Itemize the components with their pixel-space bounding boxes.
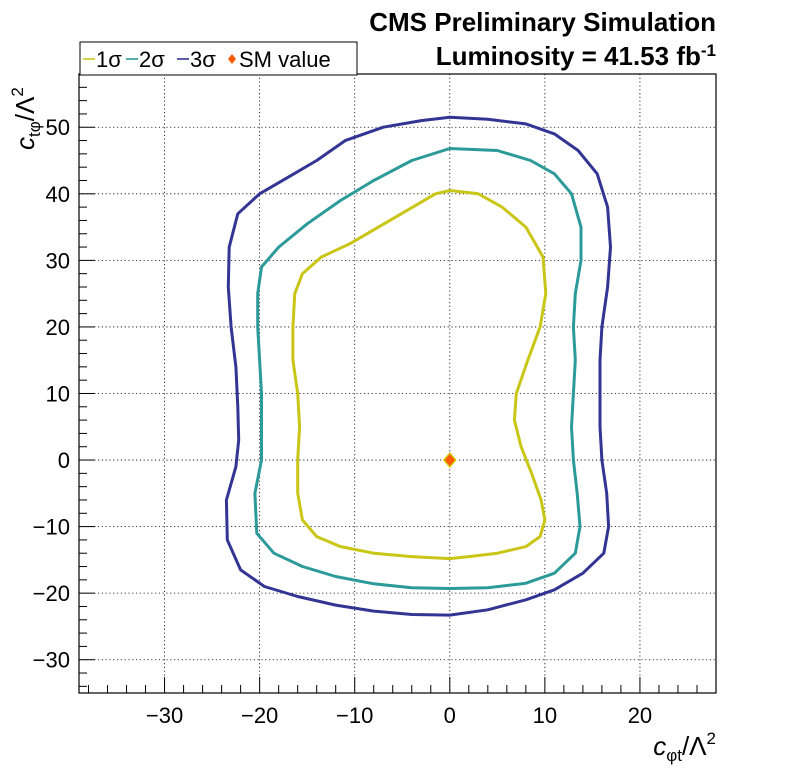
contour-2sigma: [253, 147, 583, 590]
x-tick-label: −10: [336, 703, 373, 728]
plot-frame: [78, 73, 717, 694]
y-tick-labels: −30 −20 −10 0 10 20 30 40 50: [33, 115, 70, 672]
contours: [224, 115, 612, 617]
x-axis-title: cφt/Λ2: [653, 729, 716, 765]
grid: [79, 74, 716, 693]
x-tick-label: −30: [146, 703, 183, 728]
y-axis-title: ctφ/Λ2: [8, 87, 44, 150]
title-line2: Luminosity = 41.53 fb-1: [436, 41, 716, 72]
y-tick-label: 40: [46, 182, 70, 207]
legend-label-3sigma: 3σ: [190, 47, 216, 72]
legend-label-sm-value: SM value: [239, 47, 331, 72]
y-tick-label: 20: [46, 315, 70, 340]
x-tick-label: 20: [628, 703, 652, 728]
y-tick-label: 30: [46, 248, 70, 273]
x-tick-label: −20: [241, 703, 278, 728]
legend-swatch-sm-value: [228, 54, 236, 64]
sm-value-marker: [442, 451, 457, 469]
y-tick-label: −10: [33, 515, 70, 540]
axis-ticks: [79, 73, 717, 693]
legend-label-2sigma: 2σ: [139, 47, 165, 72]
sm-marker-layer: [442, 451, 457, 469]
y-tick-label: 50: [46, 115, 70, 140]
y-tick-label: 0: [58, 448, 70, 473]
y-tick-label: −20: [33, 581, 70, 606]
title-line1: CMS Preliminary Simulation: [369, 7, 716, 37]
y-tick-label: −30: [33, 648, 70, 673]
legend-label-1sigma: 1σ: [96, 47, 122, 72]
x-tick-labels: −30 −20 −10 0 10 20: [146, 703, 652, 728]
legend: 1σ 2σ 3σ SM value: [79, 41, 358, 76]
x-tick-label: 0: [444, 703, 456, 728]
y-tick-label: 10: [46, 381, 70, 406]
x-tick-label: 10: [533, 703, 557, 728]
contour-1sigma: [291, 189, 548, 561]
contour-3sigma: [224, 115, 612, 617]
